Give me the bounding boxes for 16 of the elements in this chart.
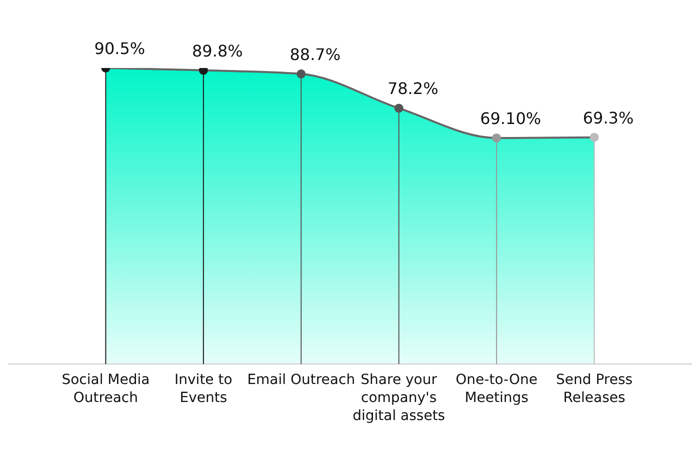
data-label: 89.8% (192, 41, 243, 60)
x-tick-label: Send Press Releases (556, 372, 633, 406)
x-tick-label: One-to-One Meetings (456, 372, 538, 406)
x-tick-label: Invite to Events (174, 372, 232, 406)
x-tick-label: Email Outreach (247, 372, 356, 388)
data-label: 90.5% (94, 39, 146, 58)
point (492, 133, 502, 142)
point (296, 69, 306, 78)
data-label: 88.7% (290, 44, 341, 64)
data-label: 78.2% (387, 79, 438, 98)
point (590, 132, 599, 142)
x-tick-label: Social Media Outreach (62, 372, 150, 406)
data-label: 69.3% (582, 108, 634, 128)
x-tick-label: Share your company's digital assets (352, 372, 446, 424)
point (394, 104, 404, 113)
data-label: 69.10% (480, 108, 542, 128)
